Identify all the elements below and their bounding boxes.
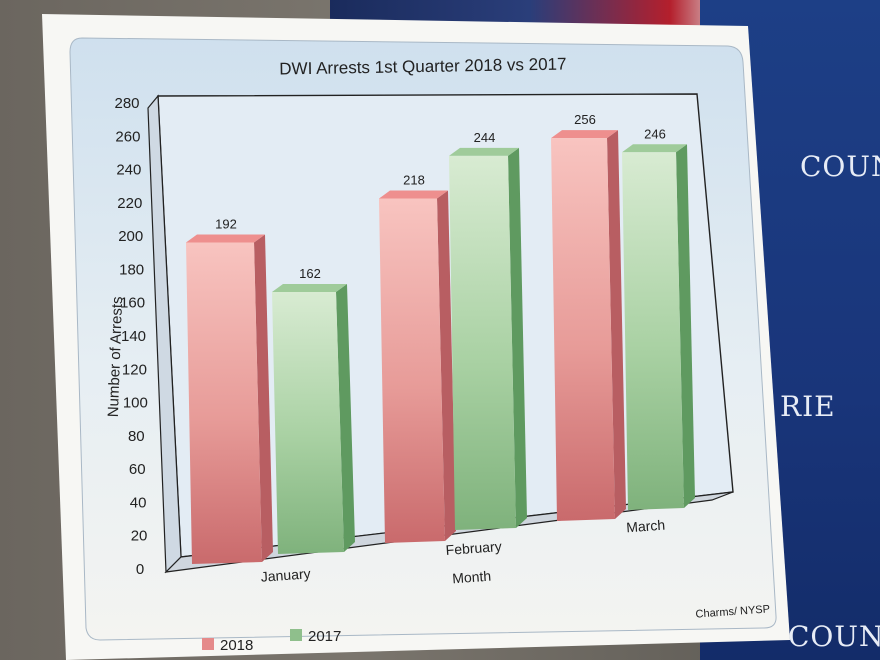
bar-2018-january: 192: [186, 217, 273, 564]
y-axis-label: Number of Arrests: [105, 296, 126, 417]
legend-swatch: [290, 629, 302, 641]
legend-swatch: [202, 638, 214, 650]
bar-side: [508, 147, 527, 528]
legend: 2018 2017: [202, 628, 341, 654]
bar-side: [254, 234, 273, 562]
category-label: January: [260, 565, 311, 584]
bar-side: [336, 283, 355, 552]
bar-side: [607, 130, 626, 519]
bar-2017-february: 244: [449, 130, 527, 530]
y-tick-label: 60: [129, 461, 146, 478]
bar-value-label: 246: [644, 126, 666, 141]
x-axis-label: Month: [452, 568, 492, 587]
y-tick-label: 20: [131, 528, 148, 545]
y-tick-label: 160: [120, 295, 145, 312]
y-tick-label: 80: [128, 428, 145, 445]
y-tick-label: 180: [119, 261, 144, 278]
bar-side: [437, 190, 456, 541]
y-tick-label: 40: [130, 494, 147, 511]
category-label: March: [626, 517, 666, 536]
bar-value-label: 244: [474, 130, 496, 145]
bar-value-label: 256: [574, 112, 596, 127]
bar-top: [622, 144, 687, 153]
bar-front: [272, 291, 344, 554]
bar-2018-march: 256: [551, 112, 626, 521]
bars-group: 192 162 218 244 256 246: [186, 112, 695, 564]
bar-front: [449, 155, 516, 530]
banner-text-mid: RIE: [780, 390, 836, 423]
bar-2017-march: 246: [622, 126, 695, 510]
y-tick-label: 100: [123, 395, 148, 412]
legend-label: 2017: [308, 628, 341, 645]
legend-label: 2018: [220, 637, 253, 654]
bar-side: [676, 144, 695, 508]
banner-text-bottom: COUNT: [788, 620, 880, 653]
y-tick-label: 0: [136, 561, 144, 578]
y-axis-ticks: 0 20 40 60 80 100 120 140 160 180 200 220 240 260 280: [114, 95, 147, 578]
y-tick-label: 140: [121, 328, 146, 345]
bar-top: [186, 234, 265, 243]
category-label: February: [445, 538, 502, 558]
banner-text-top: COUNT: [800, 150, 880, 183]
bar-top: [379, 190, 448, 199]
bar-front: [551, 138, 615, 521]
source-note: Charms/ NYSP: [695, 603, 770, 620]
bar-value-label: 192: [215, 217, 237, 232]
bar-front: [379, 198, 445, 543]
y-tick-label: 200: [118, 228, 143, 245]
y-tick-label: 220: [117, 195, 142, 212]
y-tick-label: 280: [114, 95, 139, 112]
y-tick-label: 240: [116, 162, 141, 179]
y-tick-label: 260: [115, 128, 140, 145]
bar-2017-january: 162: [272, 266, 355, 554]
category-labels: January February March: [260, 517, 665, 585]
bar-value-label: 218: [403, 173, 425, 188]
bar-top: [272, 283, 347, 292]
y-tick-label: 120: [122, 361, 147, 378]
bar-front: [186, 242, 262, 564]
bar-top: [449, 147, 519, 156]
bar-top: [551, 130, 618, 139]
bar-front: [622, 152, 684, 510]
bar-value-label: 162: [299, 266, 321, 281]
bar-2018-february: 218: [379, 173, 456, 543]
